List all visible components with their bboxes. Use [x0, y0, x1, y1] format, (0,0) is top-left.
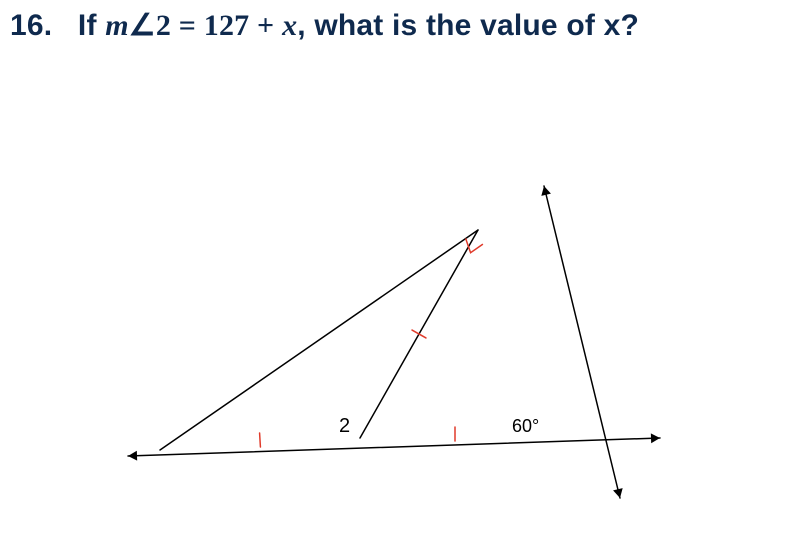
- svg-text:60°: 60°: [512, 416, 539, 436]
- rhs-number: 127: [204, 9, 250, 42]
- plus-symbol: +: [249, 9, 282, 42]
- triangle-svg: 2 60°: [120, 170, 680, 510]
- angle-symbol: ∠: [129, 9, 156, 42]
- math-m: m: [105, 9, 129, 42]
- q-suffix: , what is the value of x?: [297, 9, 639, 42]
- angle-index: 2: [156, 9, 171, 42]
- eq-symbol: =: [171, 9, 204, 42]
- geometry-figure: 2 60°: [120, 170, 680, 510]
- question-number: 16.: [10, 9, 52, 42]
- question-text: 16. If m∠2 = 127 + x, what is the value …: [10, 8, 639, 43]
- math-x: x: [282, 9, 297, 42]
- q-prefix: If: [78, 9, 105, 42]
- svg-text:2: 2: [339, 415, 350, 437]
